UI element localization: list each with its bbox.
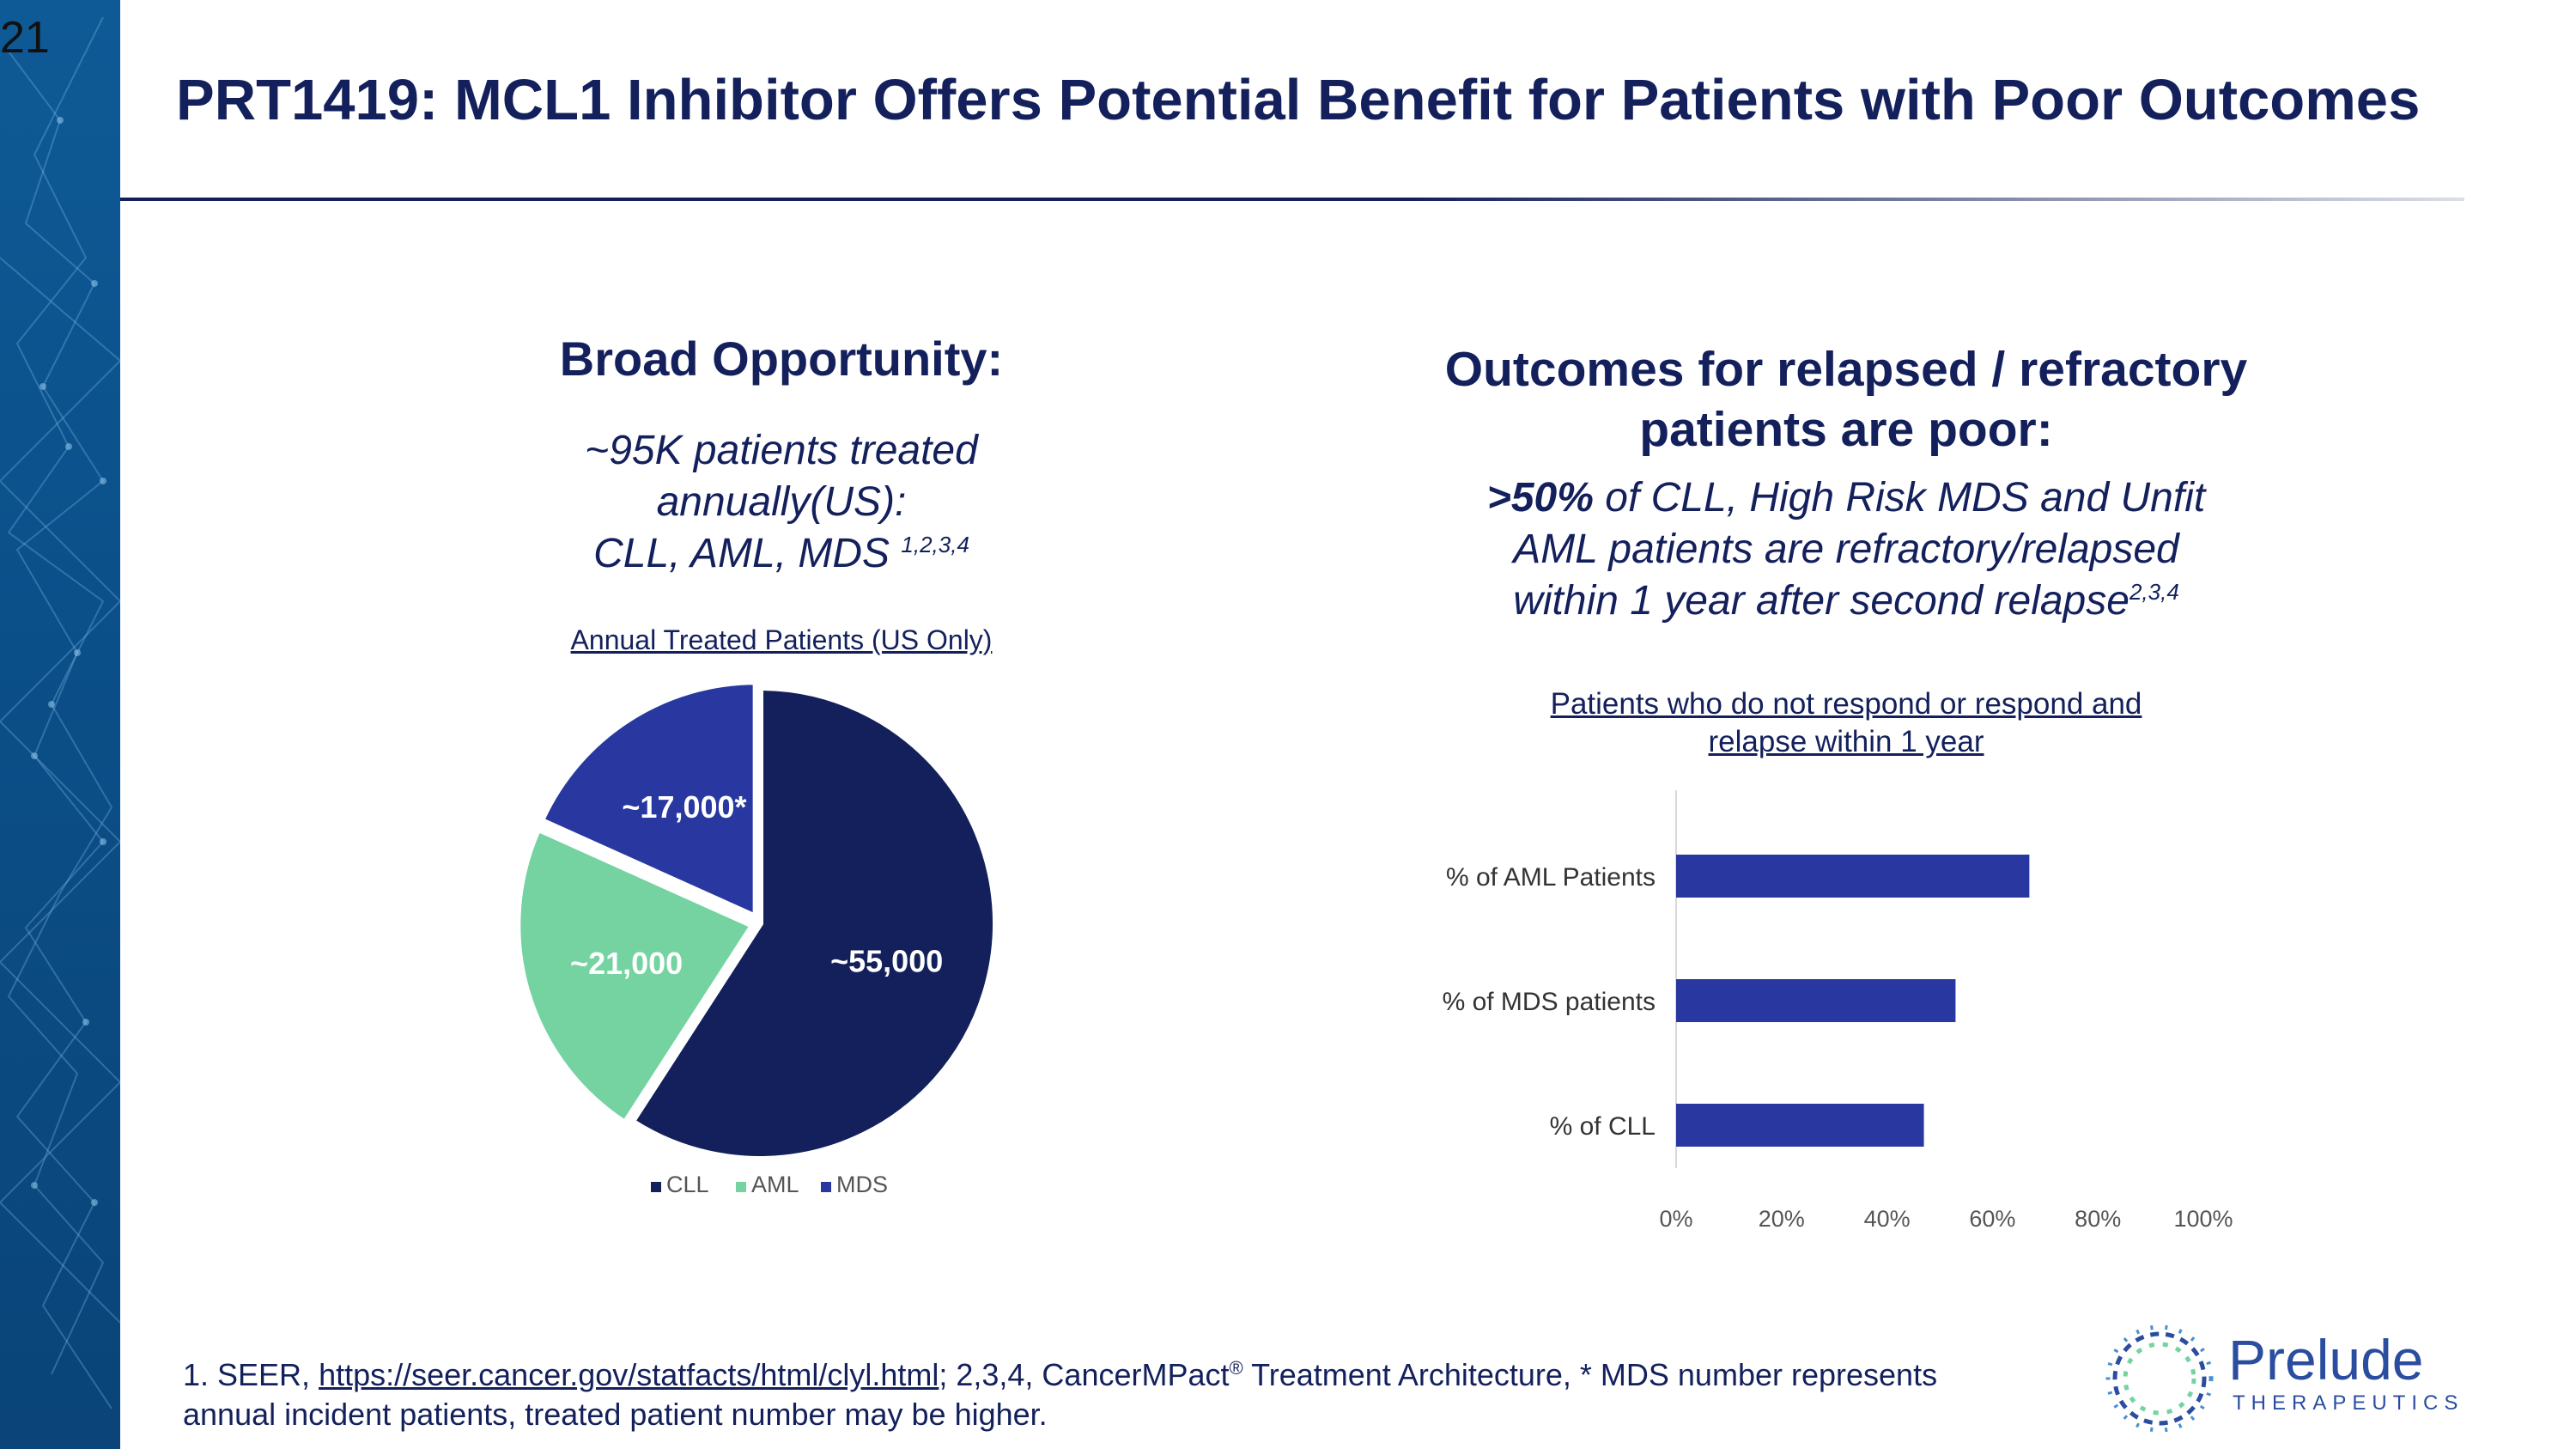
right-sub-superscript: 2,3,4	[2129, 579, 2179, 605]
bar-3	[1676, 1104, 1924, 1147]
pie-slice-mds	[536, 678, 760, 923]
legend-swatch-cll	[651, 1182, 661, 1192]
x-tick-label: 0%	[1659, 1206, 1692, 1232]
right-subheading: >50% of CLL, High Risk MDS and Unfit AML…	[1391, 472, 2301, 627]
footnote-prefix: 1. SEER,	[183, 1357, 319, 1392]
registered-mark: ®	[1229, 1357, 1243, 1379]
pie-label-cll: ~55,000	[830, 944, 943, 979]
right-heading-line2: patients are poor:	[1639, 402, 2053, 457]
footnote-line2: annual incident patients, treated patien…	[183, 1397, 1048, 1432]
legend-label-aml: AML	[751, 1172, 799, 1197]
right-heading: Outcomes for relapsed / refractory patie…	[1391, 339, 2301, 460]
bar-chart-title-line1: Patients who do not respond or respond a…	[1550, 687, 2142, 721]
right-sub-line1: >50% of CLL, High Risk MDS and Unfit	[1391, 472, 2301, 524]
legend-swatch-aml	[736, 1182, 746, 1192]
legend-label-cll: CLL	[666, 1172, 709, 1197]
footnote: 1. SEER, https://seer.cancer.gov/statfac…	[183, 1355, 2072, 1434]
bar-2	[1676, 979, 1956, 1022]
right-panel: Outcomes for relapsed / refractory patie…	[1391, 326, 2301, 1280]
right-sub-line1-rest: of CLL, High Risk MDS and Unfit	[1593, 475, 2206, 521]
logo-subtitle: THERAPEUTICS	[2233, 1391, 2464, 1415]
pie-label-mds: ~17,000*	[622, 789, 746, 825]
bar-category-label-2: % of MDS patients	[1443, 988, 1656, 1016]
legend-swatch-mds	[821, 1182, 831, 1192]
bar-category-label-1: % of AML Patients	[1446, 863, 1656, 892]
right-sub-line2: AML patients are refractory/relapsed	[1513, 527, 2179, 572]
x-tick-label: 20%	[1759, 1206, 1805, 1232]
x-tick-label: 100%	[2173, 1206, 2233, 1232]
slide-number: 21	[0, 13, 50, 63]
bar-chart: % of AML Patients % of MDS patients % of C…	[1443, 790, 2233, 1232]
x-tick-label: 40%	[1864, 1206, 1911, 1232]
footnote-line1: 1. SEER, https://seer.cancer.gov/statfac…	[183, 1355, 2072, 1395]
right-sub-line3-text: within 1 year after second relapse	[1513, 578, 2129, 624]
x-tick-label: 80%	[2075, 1206, 2121, 1232]
pie-chart: ~55,000 ~21,000 ~17,000* CLL AML MDS	[513, 678, 999, 1197]
helix-logo-icon	[2105, 1324, 2214, 1433]
footnote-rest: Treatment Architecture, * MDS number rep…	[1242, 1357, 1938, 1392]
right-heading-line1: Outcomes for relapsed / refractory	[1444, 342, 2248, 397]
left-sub-line1: ~95K patients treated	[585, 428, 978, 473]
title-divider	[120, 198, 2464, 201]
bar-chart-title: Patients who do not respond or respond a…	[1391, 685, 2301, 761]
seer-link[interactable]: https://seer.cancer.gov/statfacts/html/c…	[319, 1357, 939, 1392]
left-sub-line3: CLL, AML, MDS 1,2,3,4	[455, 528, 1108, 580]
sidebar-decoration	[0, 0, 120, 1449]
logo-name: Prelude	[2228, 1328, 2424, 1391]
bar-chart-title-line2: relapse within 1 year	[1708, 725, 1984, 758]
left-heading: Broad Opportunity:	[559, 332, 1004, 386]
left-subheading: ~95K patients treated annually(US): CLL,…	[455, 425, 1108, 580]
network-pattern	[0, 16, 120, 1409]
left-sub-line2: annually(US):	[656, 479, 907, 525]
pie-label-aml: ~21,000	[570, 946, 683, 981]
right-sub-bold: >50%	[1486, 475, 1594, 521]
slide-title: PRT1419: MCL1 Inhibitor Offers Potential…	[176, 68, 2421, 132]
bar-1	[1676, 855, 2030, 898]
pie-chart-title: Annual Treated Patients (US Only)	[570, 624, 993, 655]
x-tick-label: 60%	[1969, 1206, 2015, 1232]
right-sub-line3: within 1 year after second relapse2,3,4	[1391, 575, 2301, 627]
footnote-mid: ; 2,3,4, CancerMPact	[939, 1357, 1230, 1392]
left-sub-superscript: 1,2,3,4	[901, 532, 969, 557]
left-panel: Broad Opportunity: ~95K patients treated…	[429, 331, 1133, 1258]
pie-slice-cll	[627, 683, 999, 1163]
prelude-logo: Prelude THERAPEUTICS	[2095, 1314, 2458, 1443]
pie-slice-aml	[513, 824, 759, 1129]
left-sub-line3-text: CLL, AML, MDS	[593, 531, 902, 576]
legend-label-mds: MDS	[836, 1172, 888, 1197]
bar-category-label-3: % of CLL	[1550, 1112, 1656, 1141]
